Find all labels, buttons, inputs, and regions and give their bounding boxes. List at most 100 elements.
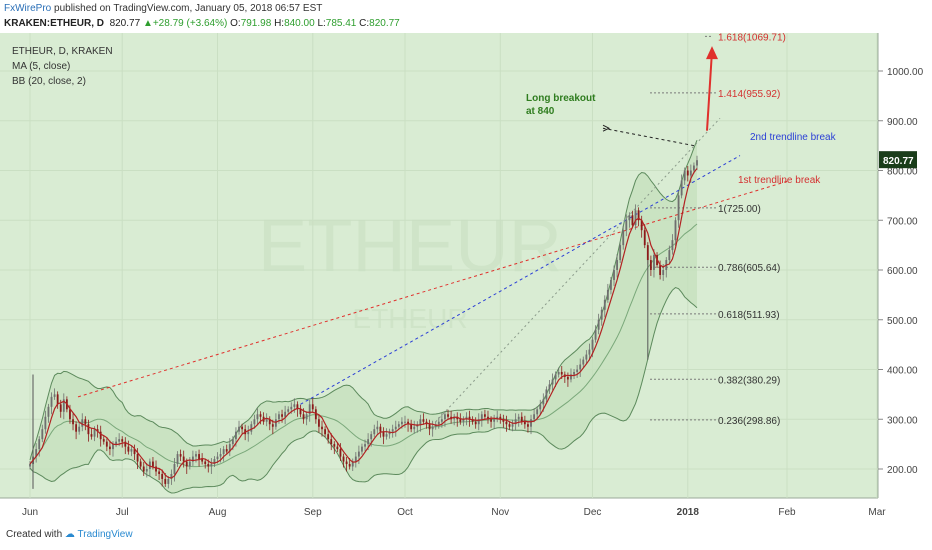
candle[interactable] xyxy=(185,461,188,467)
candle[interactable] xyxy=(437,421,440,425)
candle[interactable] xyxy=(152,461,154,467)
candle[interactable] xyxy=(668,250,671,261)
candle[interactable] xyxy=(407,421,409,425)
candle[interactable] xyxy=(628,215,631,221)
candle[interactable] xyxy=(616,260,619,270)
candle[interactable] xyxy=(444,414,446,420)
candle[interactable] xyxy=(459,419,462,422)
candle[interactable] xyxy=(453,416,456,420)
trendline-2[interactable] xyxy=(300,155,741,405)
candle[interactable] xyxy=(290,406,293,410)
candle[interactable] xyxy=(284,411,287,417)
candle[interactable] xyxy=(502,419,505,422)
candle[interactable] xyxy=(321,426,323,430)
candle[interactable] xyxy=(591,339,594,350)
candle[interactable] xyxy=(397,424,400,427)
candle[interactable] xyxy=(689,170,692,176)
candle[interactable] xyxy=(87,424,90,435)
candle[interactable] xyxy=(499,416,502,420)
candle[interactable] xyxy=(78,426,81,432)
candle[interactable] xyxy=(413,426,416,430)
candle[interactable] xyxy=(225,449,228,452)
candle[interactable] xyxy=(75,424,78,432)
candle[interactable] xyxy=(139,461,142,467)
candle[interactable] xyxy=(382,431,385,437)
candle[interactable] xyxy=(268,419,271,425)
candle[interactable] xyxy=(35,449,38,457)
candle[interactable] xyxy=(127,446,130,452)
candle[interactable] xyxy=(422,419,425,422)
candle[interactable] xyxy=(354,456,357,462)
candle[interactable] xyxy=(404,421,406,423)
candle[interactable] xyxy=(570,374,572,380)
candle[interactable] xyxy=(176,454,179,465)
candle[interactable] xyxy=(188,461,191,467)
candle[interactable] xyxy=(99,431,102,440)
candle[interactable] xyxy=(367,439,370,445)
candle[interactable] xyxy=(81,419,84,427)
candle[interactable] xyxy=(44,416,47,430)
candle[interactable] xyxy=(133,449,136,455)
candle[interactable] xyxy=(259,414,262,417)
candle[interactable] xyxy=(47,406,50,417)
candle[interactable] xyxy=(551,379,554,385)
candle[interactable] xyxy=(554,374,557,380)
candle[interactable] xyxy=(287,409,290,412)
candle[interactable] xyxy=(216,456,219,460)
candle[interactable] xyxy=(265,419,268,422)
candle[interactable] xyxy=(490,419,492,422)
candle[interactable] xyxy=(142,466,145,472)
candle[interactable] xyxy=(465,416,468,420)
candle[interactable] xyxy=(640,220,643,231)
candle[interactable] xyxy=(278,414,280,420)
candle[interactable] xyxy=(228,444,231,452)
candle[interactable] xyxy=(50,396,53,407)
candle[interactable] xyxy=(56,394,59,405)
trendline-1[interactable] xyxy=(77,179,791,398)
candle[interactable] xyxy=(69,409,71,420)
candle[interactable] xyxy=(401,421,403,425)
candle[interactable] xyxy=(646,245,649,261)
candle[interactable] xyxy=(548,384,551,390)
candle[interactable] xyxy=(410,424,413,430)
candle[interactable] xyxy=(271,424,274,427)
tradingview-link[interactable]: TradingView xyxy=(77,529,133,540)
candle[interactable] xyxy=(318,419,320,427)
candle[interactable] xyxy=(29,464,31,467)
target-arrow-line[interactable] xyxy=(706,51,713,131)
candle[interactable] xyxy=(302,414,305,420)
candle[interactable] xyxy=(477,419,480,425)
candle[interactable] xyxy=(164,478,167,484)
candle[interactable] xyxy=(496,416,499,420)
candle[interactable] xyxy=(195,454,197,457)
candle[interactable] xyxy=(93,429,96,437)
candle[interactable] xyxy=(671,240,674,251)
candle[interactable] xyxy=(376,426,379,430)
candle[interactable] xyxy=(182,456,185,462)
candle[interactable] xyxy=(324,429,326,435)
candle[interactable] xyxy=(219,454,222,457)
candle[interactable] xyxy=(462,419,465,422)
candle[interactable] xyxy=(105,441,108,447)
candle[interactable] xyxy=(585,354,588,360)
candle[interactable] xyxy=(158,471,161,474)
time-scale[interactable] xyxy=(0,498,878,520)
candle[interactable] xyxy=(102,439,105,442)
price-chart[interactable]: ETHEUR ETHEUR 1.618(1069.71) 1.414(955.92… xyxy=(0,33,932,528)
candle[interactable] xyxy=(456,416,459,420)
candle[interactable] xyxy=(573,371,575,375)
candle[interactable] xyxy=(431,426,434,430)
candle[interactable] xyxy=(610,279,612,290)
candle[interactable] xyxy=(693,165,695,171)
candle[interactable] xyxy=(204,461,207,465)
candle[interactable] xyxy=(281,414,283,417)
candle[interactable] xyxy=(247,431,250,435)
fib-trend-line[interactable] xyxy=(435,117,721,423)
candle[interactable] xyxy=(213,459,216,465)
candle[interactable] xyxy=(588,349,591,355)
candle[interactable] xyxy=(314,409,317,420)
candle[interactable] xyxy=(84,419,87,425)
candle[interactable] xyxy=(523,421,526,425)
candle[interactable] xyxy=(508,424,511,427)
candle[interactable] xyxy=(428,424,431,430)
